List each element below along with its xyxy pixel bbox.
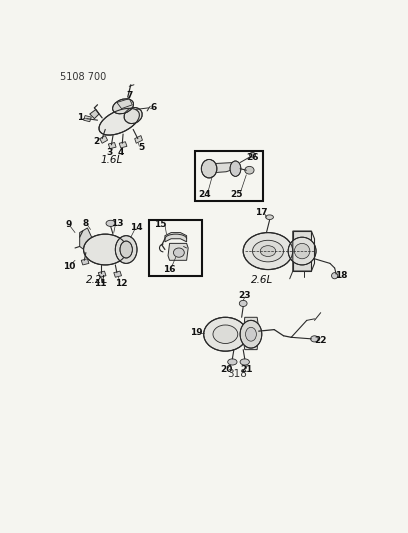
Ellipse shape	[288, 237, 316, 265]
Ellipse shape	[84, 234, 127, 265]
Ellipse shape	[240, 359, 249, 365]
Ellipse shape	[113, 99, 133, 114]
Text: 9: 9	[66, 220, 72, 229]
Text: 21: 21	[240, 365, 253, 374]
Polygon shape	[165, 232, 186, 242]
Ellipse shape	[266, 215, 273, 220]
Text: 8: 8	[83, 219, 89, 228]
Text: 26: 26	[246, 152, 259, 161]
Text: 1: 1	[78, 114, 84, 123]
Ellipse shape	[124, 108, 142, 124]
Ellipse shape	[228, 359, 237, 365]
Text: 11: 11	[93, 279, 106, 288]
Polygon shape	[84, 116, 91, 122]
Text: 24: 24	[198, 190, 211, 199]
Text: 3: 3	[107, 148, 113, 157]
Polygon shape	[168, 244, 188, 260]
Ellipse shape	[99, 108, 140, 135]
Text: 5: 5	[138, 143, 144, 152]
Polygon shape	[80, 228, 95, 251]
Polygon shape	[135, 135, 142, 143]
Ellipse shape	[115, 236, 137, 263]
Text: 14: 14	[130, 223, 142, 232]
Ellipse shape	[260, 246, 276, 256]
Text: 2: 2	[93, 137, 99, 146]
Text: 15: 15	[154, 220, 166, 229]
Ellipse shape	[202, 159, 217, 178]
Polygon shape	[98, 271, 106, 277]
Text: 18: 18	[335, 271, 347, 280]
Text: 5108 700: 5108 700	[60, 71, 106, 82]
Polygon shape	[81, 259, 89, 265]
Text: 13: 13	[111, 219, 123, 228]
Text: 7: 7	[127, 91, 133, 100]
Polygon shape	[293, 231, 311, 271]
Ellipse shape	[204, 317, 247, 351]
Polygon shape	[109, 142, 116, 149]
Ellipse shape	[245, 166, 254, 174]
Ellipse shape	[332, 273, 338, 279]
Text: 2.2L: 2.2L	[86, 276, 109, 285]
Polygon shape	[119, 142, 127, 148]
Polygon shape	[90, 109, 99, 119]
Bar	[195, 151, 263, 201]
Text: 1.6L: 1.6L	[100, 155, 122, 165]
Text: 23: 23	[239, 291, 251, 300]
Polygon shape	[117, 99, 132, 109]
Ellipse shape	[106, 220, 115, 227]
Ellipse shape	[243, 232, 293, 270]
Ellipse shape	[230, 161, 241, 176]
Ellipse shape	[310, 336, 318, 342]
Text: 17: 17	[255, 208, 268, 217]
Text: 10: 10	[63, 262, 75, 271]
Text: 6: 6	[150, 103, 156, 112]
Polygon shape	[114, 271, 122, 277]
Text: 25: 25	[231, 190, 243, 199]
Text: 16: 16	[163, 265, 176, 274]
Ellipse shape	[294, 244, 310, 259]
Polygon shape	[243, 317, 259, 350]
Text: 19: 19	[191, 328, 203, 337]
Ellipse shape	[239, 301, 247, 306]
Text: 4: 4	[118, 148, 124, 157]
Ellipse shape	[173, 248, 184, 257]
Polygon shape	[204, 163, 235, 173]
Ellipse shape	[120, 241, 132, 258]
Ellipse shape	[240, 320, 262, 348]
Bar	[149, 220, 202, 276]
Polygon shape	[100, 135, 108, 143]
Text: 22: 22	[315, 336, 327, 345]
Text: 12: 12	[115, 279, 128, 288]
Text: 318: 318	[227, 369, 247, 379]
Ellipse shape	[249, 152, 255, 157]
Text: 20: 20	[220, 365, 232, 374]
Text: 2.6L: 2.6L	[251, 276, 273, 285]
Ellipse shape	[213, 325, 238, 343]
Ellipse shape	[246, 327, 256, 341]
Ellipse shape	[253, 240, 284, 262]
